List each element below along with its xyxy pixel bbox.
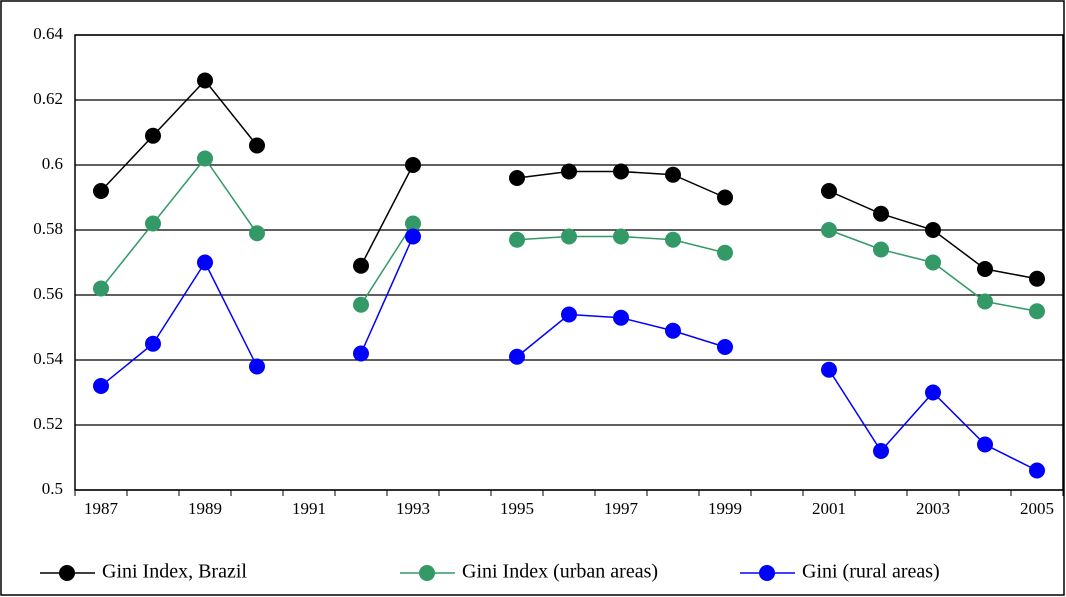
data-point xyxy=(1029,270,1045,287)
data-point xyxy=(353,257,369,274)
data-point xyxy=(1029,303,1045,320)
x-tick-label: 1997 xyxy=(604,499,639,518)
x-tick-label: 2005 xyxy=(1020,499,1054,518)
x-tick-label: 2001 xyxy=(812,499,846,518)
data-point xyxy=(873,443,889,459)
x-tick-label: 1995 xyxy=(500,499,534,518)
data-point xyxy=(561,228,577,245)
data-point xyxy=(925,254,941,271)
data-point xyxy=(353,345,369,362)
data-point xyxy=(561,163,577,180)
data-point xyxy=(561,306,577,323)
data-point xyxy=(249,137,265,154)
data-point xyxy=(197,72,213,89)
y-tick-label: 0.54 xyxy=(33,349,63,368)
data-point xyxy=(197,254,213,271)
y-tick-label: 0.64 xyxy=(33,24,63,43)
x-tick-label: 1999 xyxy=(708,499,742,518)
x-tick-label: 1993 xyxy=(396,499,430,518)
data-point xyxy=(977,293,993,310)
x-tick-label: 1991 xyxy=(292,499,326,518)
legend-label: Gini (rural areas) xyxy=(802,561,940,583)
data-point xyxy=(93,378,109,394)
data-point xyxy=(249,358,265,375)
data-point xyxy=(93,183,109,199)
data-point xyxy=(665,231,681,248)
data-point xyxy=(873,241,889,258)
data-point xyxy=(717,339,733,355)
data-point xyxy=(145,127,161,144)
legend-marker xyxy=(59,565,75,581)
data-point xyxy=(665,322,681,339)
data-point xyxy=(93,280,109,297)
data-point xyxy=(613,228,629,245)
data-point xyxy=(977,436,993,453)
y-tick-label: 0.56 xyxy=(33,284,63,303)
data-point xyxy=(145,335,161,352)
legend-marker xyxy=(759,565,775,581)
x-tick-label: 1989 xyxy=(188,499,222,518)
series-line xyxy=(100,236,1038,472)
data-point xyxy=(977,261,993,277)
y-tick-label: 0.6 xyxy=(42,154,63,173)
data-point xyxy=(925,222,941,238)
data-point xyxy=(405,157,421,173)
x-tick-label: 2003 xyxy=(916,499,950,518)
data-point xyxy=(353,296,369,313)
data-point xyxy=(925,384,941,401)
data-point xyxy=(509,170,525,186)
series-line xyxy=(100,157,1038,312)
data-point xyxy=(717,189,733,206)
y-tick-label: 0.52 xyxy=(33,414,63,433)
series-line xyxy=(100,79,1038,280)
legend-label: Gini Index, Brazil xyxy=(102,561,247,583)
data-point xyxy=(145,215,161,232)
data-point xyxy=(197,150,213,167)
data-point xyxy=(509,348,525,365)
data-point xyxy=(249,225,265,242)
data-point xyxy=(1029,462,1045,479)
data-point xyxy=(821,222,837,238)
x-tick-label: 1987 xyxy=(84,499,119,518)
legend-marker xyxy=(419,565,435,581)
data-point xyxy=(509,231,525,248)
data-point xyxy=(613,309,629,326)
y-tick-label: 0.62 xyxy=(33,89,63,108)
legend-label: Gini Index (urban areas) xyxy=(462,561,658,583)
data-point xyxy=(405,228,421,245)
data-point xyxy=(717,244,733,261)
data-point xyxy=(873,205,889,222)
data-point xyxy=(665,166,681,183)
data-point xyxy=(613,163,629,180)
data-point xyxy=(821,361,837,378)
y-tick-label: 0.58 xyxy=(33,219,63,238)
y-tick-label: 0.5 xyxy=(42,479,63,498)
data-point xyxy=(821,183,837,199)
data-point xyxy=(405,215,421,232)
